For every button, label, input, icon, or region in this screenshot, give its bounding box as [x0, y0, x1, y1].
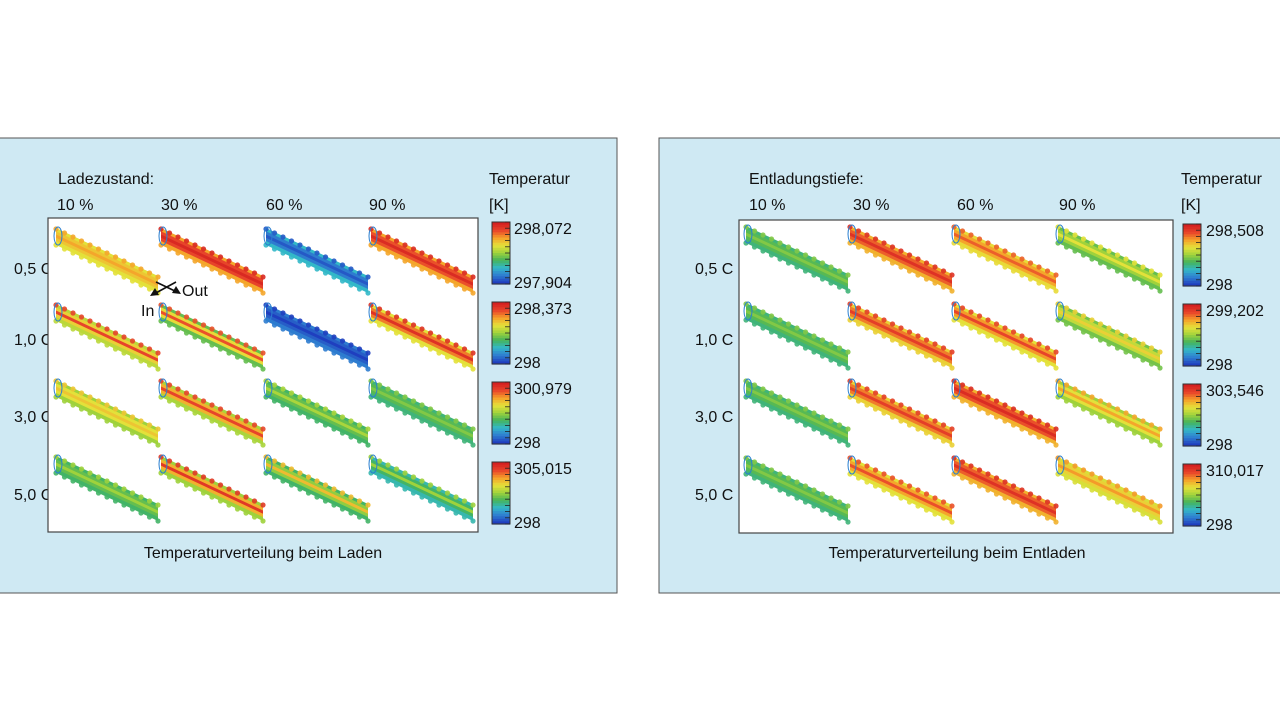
cell-rod [53, 226, 161, 296]
column-label: 10 % [57, 197, 93, 214]
cell-rod [53, 378, 161, 448]
column-label: 90 % [1059, 197, 1095, 214]
cell-rod [847, 224, 955, 294]
cell-rod [368, 302, 476, 372]
header-label: Ladezustand: [58, 171, 154, 188]
cell-rod [951, 224, 1059, 294]
colorbar: 298,373 298 [491, 301, 572, 372]
scale-max-label: 299,202 [1206, 303, 1264, 320]
row-label: 0,5 C [14, 261, 52, 278]
in-arrow-head [150, 288, 159, 296]
legend-title: Temperatur [1181, 171, 1263, 188]
cell-rod [158, 454, 266, 524]
cell-rod [743, 301, 851, 371]
legend-unit: [K] [489, 197, 509, 214]
scale-min-label: 298 [514, 355, 541, 372]
panel-discharging: Entladungstiefe: 10 % 30 % 60 % 90 % 0,5… [658, 137, 1280, 594]
cell-rod [263, 454, 371, 524]
row-label: 3,0 C [14, 409, 52, 426]
cell-rod [847, 301, 955, 371]
legend-title: Temperatur [489, 171, 571, 188]
column-label: 30 % [853, 197, 889, 214]
scale-min-label: 298 [514, 435, 541, 452]
cell-rod [1055, 224, 1163, 294]
row-label: 0,5 C [695, 261, 733, 278]
legend-stack: 298,072297,904298,373298300,979298305,01… [491, 221, 572, 532]
legend-unit: [K] [1181, 197, 1201, 214]
column-label: 90 % [369, 197, 405, 214]
cell-rod [743, 224, 851, 294]
caption: Temperaturverteilung beim Entladen [828, 545, 1085, 562]
scale-max-label: 300,979 [514, 381, 572, 398]
colorbar: 299,202 298 [1182, 303, 1264, 374]
scale-max-label: 305,015 [514, 461, 572, 478]
in-label: In [141, 303, 154, 320]
cell-rod [368, 378, 476, 448]
row-label: 5,0 C [14, 487, 52, 504]
cell-rod [847, 455, 955, 525]
flow-annotation: Out In [141, 281, 208, 320]
header-label: Entladungstiefe: [749, 171, 864, 188]
column-label: 10 % [749, 197, 785, 214]
caption: Temperaturverteilung beim Laden [144, 545, 382, 562]
scale-max-label: 298,373 [514, 301, 572, 318]
legend-stack: 298,508 298 299,202 298 303,546 298 310,017 298 [1182, 223, 1264, 534]
cell-rod [368, 454, 476, 524]
cell-rod [158, 378, 266, 448]
cell-rod [847, 378, 955, 448]
panel-charging: Ladezustand: 10 % 30 % 60 % 90 % 0,5 C 1… [0, 137, 618, 594]
out-arrow-head [172, 286, 181, 294]
cell-rod [158, 226, 266, 296]
row-label: 1,0 C [695, 332, 733, 349]
cell-rod [951, 301, 1059, 371]
column-label: 60 % [957, 197, 993, 214]
column-label: 60 % [266, 197, 302, 214]
colorbar: 310,017 298 [1182, 463, 1264, 534]
row-label: 5,0 C [695, 487, 733, 504]
row-label: 1,0 C [14, 332, 52, 349]
rod-grid [53, 226, 476, 524]
out-label: Out [182, 283, 208, 300]
cell-rod [1055, 301, 1163, 371]
colorbar: 305,015 298 [491, 461, 572, 532]
cell-rod [951, 378, 1059, 448]
colorbar: 300,979 298 [491, 381, 572, 452]
scale-min-label: 297,904 [514, 275, 572, 292]
scale-max-label: 303,546 [1206, 383, 1264, 400]
scale-min-label: 298 [1206, 437, 1233, 454]
cell-rod [368, 226, 476, 296]
cell-rod [263, 302, 371, 372]
column-label: 30 % [161, 197, 197, 214]
scale-min-label: 298 [1206, 517, 1233, 534]
cell-rod [743, 455, 851, 525]
cell-rod [158, 302, 266, 372]
in-arrow [153, 281, 177, 295]
cell-rod [263, 226, 371, 296]
colorbar: 303,546 298 [1182, 383, 1264, 454]
cell-rod [1055, 378, 1163, 448]
cell-rod [1055, 455, 1163, 525]
cell-rod [951, 455, 1059, 525]
cell-rod [53, 454, 161, 524]
scale-min-label: 298 [514, 515, 541, 532]
colorbar: 298,508 298 [1182, 223, 1264, 294]
rod-grid [743, 224, 1163, 525]
cell-rod [743, 378, 851, 448]
scale-min-label: 298 [1206, 277, 1233, 294]
scale-max-label: 298,072 [514, 221, 572, 238]
cell-rod [263, 378, 371, 448]
row-label: 3,0 C [695, 409, 733, 426]
colorbar: 298,072 297,904 [491, 221, 572, 292]
scale-max-label: 298,508 [1206, 223, 1264, 240]
scale-max-label: 310,017 [1206, 463, 1264, 480]
cell-rod [53, 302, 161, 372]
scale-min-label: 298 [1206, 357, 1233, 374]
